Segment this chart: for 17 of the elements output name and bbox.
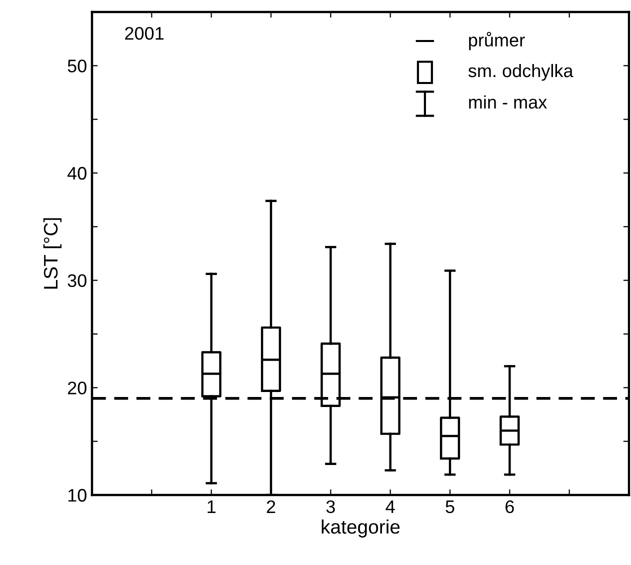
annotation: min - max: [469, 95, 547, 109]
y-axis-title: LST [°C]: [43, 218, 62, 289]
x-axis-title: kategorie: [322, 519, 400, 538]
x-tick-label: 4: [386, 500, 395, 513]
y-tick-label: 10: [68, 488, 86, 502]
y-tick-label: 30: [68, 274, 86, 288]
x-tick-label: 6: [506, 500, 514, 514]
x-tick-label: 5: [446, 500, 454, 514]
y-tick-label: 50: [68, 60, 86, 72]
annotation: průmer: [469, 32, 525, 50]
y-tick-label: 40: [67, 166, 86, 180]
x-tick-label: 1: [208, 500, 216, 513]
y-tick-label: 20: [68, 382, 86, 394]
x-tick-label: 3: [326, 500, 335, 514]
annotation: 2001: [125, 26, 164, 40]
annotation: sm. odchylka: [468, 64, 574, 81]
x-tick-label: 2: [266, 500, 276, 513]
